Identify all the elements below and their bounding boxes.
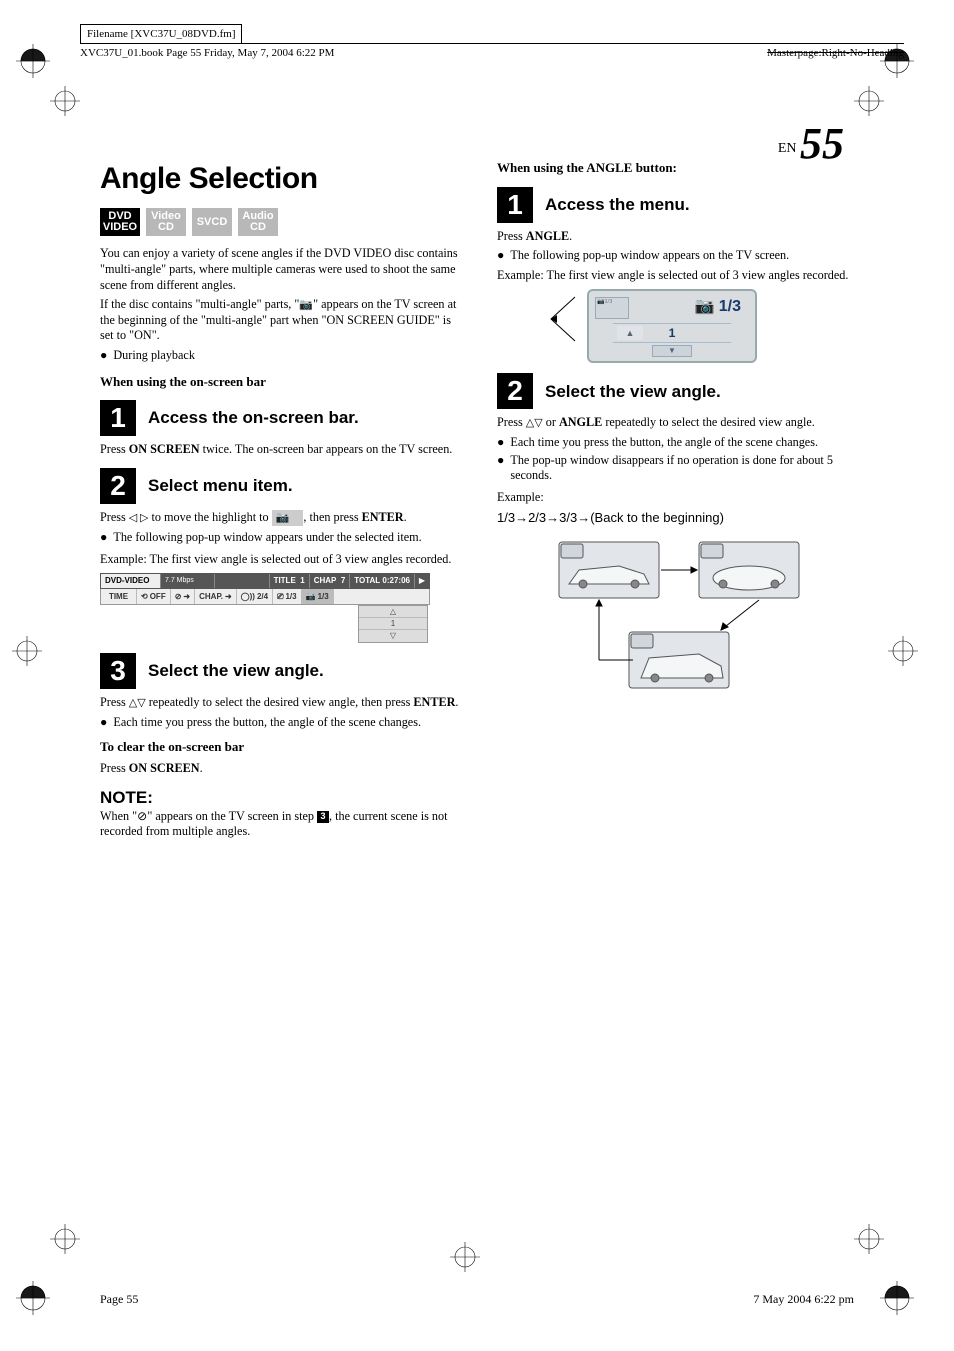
format-badges: DVDVIDEO VideoCD SVCD AudioCD xyxy=(100,208,463,236)
osd-row2: TIME ⟲OFF ⊘➜ CHAP.➜ ◯))2/4 ⎚1/3 📷1/3 xyxy=(100,589,430,605)
reg-bot-left xyxy=(50,1224,80,1254)
prohibit-icon: ⊘ xyxy=(137,809,147,823)
r-step1-bullet: ●The following pop-up window appears on … xyxy=(497,248,860,264)
angle-popup-mini: 📷1/3 xyxy=(595,297,629,319)
step-ref-icon: 3 xyxy=(317,811,329,823)
step-2: 2 Select menu item. xyxy=(100,468,463,504)
step-num-2: 2 xyxy=(100,468,136,504)
step-title-2: Select menu item. xyxy=(148,475,293,497)
intro-p1: You can enjoy a variety of scene angles … xyxy=(100,246,463,293)
r-step-title-2: Select the view angle. xyxy=(545,381,721,403)
badge-acd: AudioCD xyxy=(238,208,278,236)
footer-left: Page 55 xyxy=(100,1292,138,1307)
arrow-left-icon xyxy=(547,289,577,349)
masterpage: Masterpage:Right-No-Heading xyxy=(767,47,904,59)
intro-bullet: ●During playback xyxy=(100,348,463,364)
angle-popup: 📷1/3 📷1/3 ▲1 ▼ xyxy=(587,289,757,363)
step2-example: Example: The first view angle is selecte… xyxy=(100,552,463,568)
reg-bot-right xyxy=(854,1224,884,1254)
reg-top-left xyxy=(50,86,80,116)
osd-bar: DVD-VIDEO 7.7 Mbps TITLE 1 CHAP 7 TOTAL … xyxy=(100,573,430,643)
note-text: When "⊘" appears on the TV screen in ste… xyxy=(100,809,463,840)
left-right-icon: ◁ ▷ xyxy=(129,512,149,524)
reg-bot-center xyxy=(450,1242,480,1272)
step-title-3: Select the view angle. xyxy=(148,660,324,682)
print-header: Filename [XVC37U_08DVD.fm] XVC37U_01.boo… xyxy=(80,24,904,59)
r-step1-ex: Example: The first view angle is selecte… xyxy=(497,268,860,284)
step-num-3: 3 xyxy=(100,653,136,689)
filename: Filename [XVC37U_08DVD.fm] xyxy=(80,24,242,43)
note-title: NOTE: xyxy=(100,787,463,809)
r-step1-text: Press ANGLE. xyxy=(497,229,860,245)
sub-onscreen: When using the on-screen bar xyxy=(100,374,463,391)
r-step-num-1: 1 xyxy=(497,187,533,223)
osd-popup: △ 1 ▽ xyxy=(358,605,428,643)
osd-type: DVD-VIDEO xyxy=(101,574,161,588)
step-3: 3 Select the view angle. xyxy=(100,653,463,689)
car-views-diagram xyxy=(549,534,809,704)
reg-mid-right xyxy=(888,636,918,666)
right-column: When using the ANGLE button: 1 Access th… xyxy=(497,160,860,844)
step2-bullet: ●The following pop-up window appears und… xyxy=(100,530,463,546)
r-step-1: 1 Access the menu. xyxy=(497,187,860,223)
osd-row1: DVD-VIDEO 7.7 Mbps TITLE 1 CHAP 7 TOTAL … xyxy=(100,573,430,589)
left-column: Angle Selection DVDVIDEO VideoCD SVCD Au… xyxy=(100,160,463,844)
step3-text: Press △▽ repeatedly to select the desire… xyxy=(100,695,463,711)
footer-right: 7 May 2004 6:22 pm xyxy=(753,1292,854,1307)
clear-text: Press ON SCREEN. xyxy=(100,761,463,777)
step-title-1: Access the on-screen bar. xyxy=(148,407,359,429)
r-step2-text: Press △▽ or ANGLE repeatedly to select t… xyxy=(497,415,860,431)
r-step2-b2: ●The pop-up window disappears if no oper… xyxy=(497,453,860,484)
angle-iconbox: 📷 xyxy=(272,510,304,526)
angle-sequence: 1/3→2/3→3/3→(Back to the beginning) xyxy=(497,510,860,527)
intro-p2: If the disc contains "multi-angle" parts… xyxy=(100,297,463,344)
page-en-prefix: EN xyxy=(778,141,797,156)
r-step-2: 2 Select the view angle. xyxy=(497,373,860,409)
step3-bullet: ●Each time you press the button, the ang… xyxy=(100,715,463,731)
angle-popup-figure: 📷1/3 📷1/3 ▲1 ▼ xyxy=(547,289,860,363)
step1-text: Press ON SCREEN twice. The on-screen bar… xyxy=(100,442,463,458)
crop-mark-br xyxy=(880,1281,914,1315)
up-down-icon: △▽ xyxy=(129,697,146,709)
reg-mid-left xyxy=(12,636,42,666)
clear-title: To clear the on-screen bar xyxy=(100,739,463,756)
crop-mark-bl xyxy=(16,1281,50,1315)
badge-vcd: VideoCD xyxy=(146,208,186,236)
book-info: XVC37U_01.book Page 55 Friday, May 7, 20… xyxy=(80,47,334,59)
crop-mark-tl xyxy=(16,44,50,78)
step2-text: Press ◁ ▷ to move the highlight to 📷, th… xyxy=(100,510,463,526)
badge-svcd: SVCD xyxy=(192,208,232,236)
sub-angle-btn: When using the ANGLE button: xyxy=(497,160,860,177)
r-step-num-2: 2 xyxy=(497,373,533,409)
badge-dvd: DVDVIDEO xyxy=(100,208,140,236)
camera-icon: 📷 xyxy=(299,298,313,312)
reg-top-right xyxy=(854,86,884,116)
content: Angle Selection DVDVIDEO VideoCD SVCD Au… xyxy=(100,160,860,844)
r-step-title-1: Access the menu. xyxy=(545,194,690,216)
step-1: 1 Access the on-screen bar. xyxy=(100,400,463,436)
osd-rate: 7.7 Mbps xyxy=(161,574,215,588)
r-ex-label: Example: xyxy=(497,490,860,506)
r-step2-b1: ●Each time you press the button, the ang… xyxy=(497,435,860,451)
step-num-1: 1 xyxy=(100,400,136,436)
page-title: Angle Selection xyxy=(100,160,463,198)
print-footer: Page 55 7 May 2004 6:22 pm xyxy=(100,1292,854,1307)
up-down-icon-2: △▽ xyxy=(526,417,543,429)
